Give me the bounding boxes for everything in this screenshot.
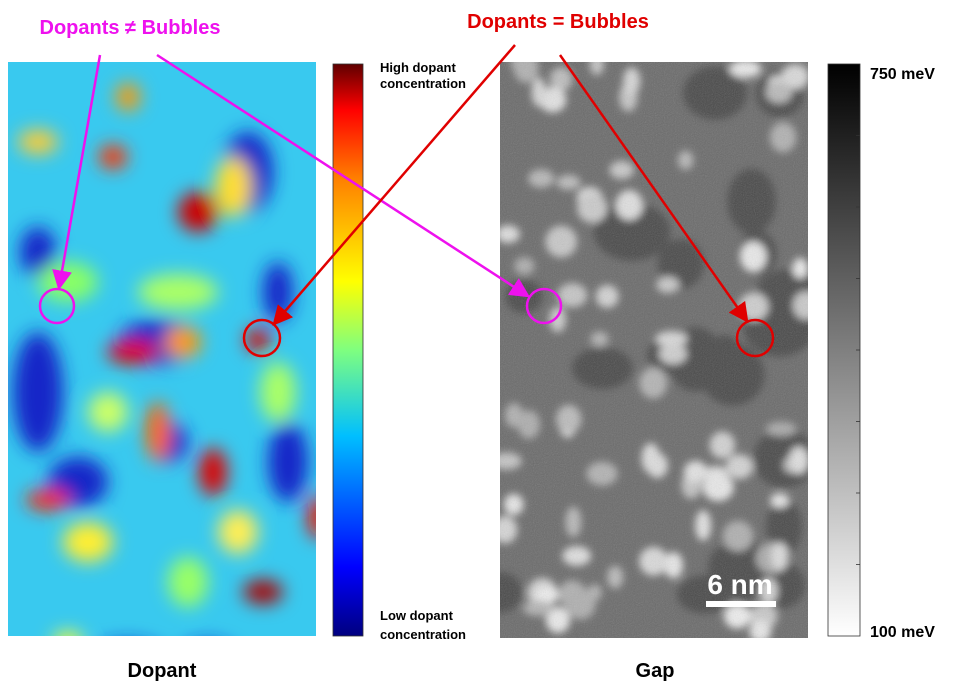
texture [168, 557, 208, 607]
texture [63, 522, 113, 562]
scale-bar [706, 601, 776, 607]
texture [26, 490, 70, 510]
annotation: Dopants = Bubbles [467, 11, 649, 33]
annotation: Dopants ≠ Bubbles [40, 17, 221, 39]
colorbar-top-label: High dopant concentration [380, 60, 466, 91]
texture [246, 328, 270, 352]
colorbar-bottom-label: 100 meV [870, 624, 935, 641]
panel-label: Dopant [128, 660, 197, 682]
texture [13, 332, 63, 452]
colorbar-top-label: 750 meV [870, 66, 935, 83]
texture [146, 402, 170, 462]
highlights [38, 44, 775, 358]
gap-colorbar [827, 63, 861, 637]
gap-map [500, 62, 808, 638]
dopant-colorbar [332, 63, 364, 637]
texture [263, 262, 293, 322]
colorbar-ticks [856, 135, 860, 565]
panel-label: Gap [636, 660, 675, 682]
texture [116, 83, 140, 111]
texture [88, 392, 128, 432]
texture [38, 262, 98, 302]
texture [56, 632, 80, 636]
texture [243, 580, 283, 604]
colorbar-bottom-label: Low dopant concentration [380, 608, 466, 642]
texture [165, 326, 201, 358]
scale-bar-label: 6 nm [707, 569, 772, 600]
texture [199, 448, 227, 496]
texture [308, 495, 316, 539]
texture [215, 157, 251, 217]
dopant-map [8, 62, 316, 636]
texture [178, 192, 218, 232]
texture [99, 145, 127, 169]
texture [268, 422, 308, 502]
texture [218, 510, 258, 554]
texture [20, 227, 56, 277]
texture [138, 274, 218, 310]
texture [107, 340, 159, 364]
texture [18, 130, 58, 154]
texture [260, 362, 296, 422]
